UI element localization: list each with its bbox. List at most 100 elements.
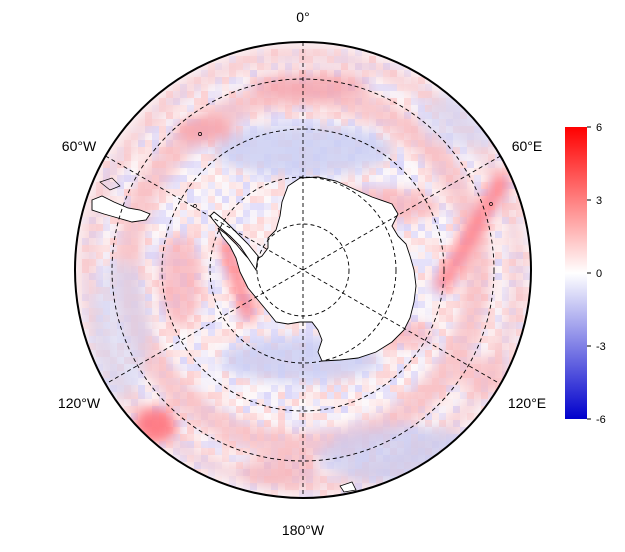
field-cell bbox=[453, 287, 460, 294]
field-cell bbox=[236, 448, 243, 455]
field-cell bbox=[439, 413, 446, 420]
field-cell bbox=[397, 378, 404, 385]
field-cell bbox=[397, 84, 404, 91]
field-cell bbox=[432, 259, 439, 266]
field-cell bbox=[488, 294, 495, 301]
field-cell bbox=[131, 182, 138, 189]
field-cell bbox=[453, 154, 460, 161]
field-cell bbox=[173, 336, 180, 343]
field-cell bbox=[222, 91, 229, 98]
field-cell bbox=[250, 301, 257, 308]
field-cell bbox=[460, 161, 467, 168]
field-cell bbox=[166, 336, 173, 343]
field-cell bbox=[229, 189, 236, 196]
field-cell bbox=[250, 448, 257, 455]
field-cell bbox=[271, 182, 278, 189]
field-cell bbox=[145, 392, 152, 399]
field-cell bbox=[264, 217, 271, 224]
field-cell bbox=[180, 168, 187, 175]
field-cell bbox=[124, 161, 131, 168]
field-cell bbox=[327, 112, 334, 119]
field-cell bbox=[439, 238, 446, 245]
field-cell bbox=[418, 217, 425, 224]
field-cell bbox=[215, 308, 222, 315]
field-cell bbox=[376, 161, 383, 168]
field-cell bbox=[285, 63, 292, 70]
field-cell bbox=[229, 182, 236, 189]
field-cell bbox=[201, 266, 208, 273]
field-cell bbox=[425, 350, 432, 357]
field-cell bbox=[292, 329, 299, 336]
field-cell bbox=[236, 322, 243, 329]
field-cell bbox=[313, 385, 320, 392]
field-cell bbox=[376, 378, 383, 385]
field-cell bbox=[124, 182, 131, 189]
field-cell bbox=[320, 462, 327, 469]
field-cell bbox=[376, 371, 383, 378]
field-cell bbox=[271, 63, 278, 70]
field-cell bbox=[341, 70, 348, 77]
field-cell bbox=[243, 196, 250, 203]
lon-label-120e: 120°E bbox=[508, 395, 546, 411]
field-cell bbox=[194, 350, 201, 357]
field-cell bbox=[201, 469, 208, 476]
field-cell bbox=[124, 175, 131, 182]
field-cell bbox=[180, 182, 187, 189]
field-cell bbox=[334, 119, 341, 126]
field-cell bbox=[376, 126, 383, 133]
field-cell bbox=[201, 196, 208, 203]
field-cell bbox=[411, 98, 418, 105]
field-cell bbox=[320, 392, 327, 399]
field-cell bbox=[201, 217, 208, 224]
field-cell bbox=[96, 266, 103, 273]
field-cell bbox=[222, 392, 229, 399]
field-cell bbox=[292, 420, 299, 427]
field-cell bbox=[145, 238, 152, 245]
field-cell bbox=[341, 175, 348, 182]
field-cell bbox=[285, 399, 292, 406]
field-cell bbox=[397, 175, 404, 182]
field-cell bbox=[229, 217, 236, 224]
field-cell bbox=[222, 210, 229, 217]
field-cell bbox=[250, 70, 257, 77]
field-cell bbox=[299, 385, 306, 392]
field-cell bbox=[187, 224, 194, 231]
field-cell bbox=[467, 147, 474, 154]
field-cell bbox=[390, 378, 397, 385]
field-cell bbox=[383, 175, 390, 182]
field-cell bbox=[208, 343, 215, 350]
field-cell bbox=[453, 238, 460, 245]
field-cell bbox=[481, 336, 488, 343]
field-cell bbox=[96, 245, 103, 252]
field-cell bbox=[418, 371, 425, 378]
field-cell bbox=[299, 399, 306, 406]
field-cell bbox=[439, 196, 446, 203]
field-cell bbox=[110, 252, 117, 259]
field-cell bbox=[215, 84, 222, 91]
field-cell bbox=[313, 392, 320, 399]
field-cell bbox=[201, 427, 208, 434]
field-cell bbox=[215, 245, 222, 252]
field-cell bbox=[173, 357, 180, 364]
field-cell bbox=[250, 189, 257, 196]
field-cell bbox=[453, 378, 460, 385]
field-cell bbox=[285, 490, 292, 497]
field-cell bbox=[152, 266, 159, 273]
field-cell bbox=[446, 392, 453, 399]
field-cell bbox=[243, 413, 250, 420]
field-cell bbox=[369, 392, 376, 399]
field-cell bbox=[390, 168, 397, 175]
field-cell bbox=[187, 161, 194, 168]
field-cell bbox=[236, 315, 243, 322]
latitude-circle bbox=[161, 128, 445, 412]
field-cell bbox=[250, 420, 257, 427]
field-cell bbox=[236, 210, 243, 217]
field-cell bbox=[292, 322, 299, 329]
field-cell bbox=[299, 112, 306, 119]
field-cell bbox=[404, 105, 411, 112]
field-cell bbox=[516, 329, 523, 336]
field-cell bbox=[292, 399, 299, 406]
field-cell bbox=[460, 154, 467, 161]
field-cell bbox=[453, 315, 460, 322]
field-cell bbox=[292, 385, 299, 392]
